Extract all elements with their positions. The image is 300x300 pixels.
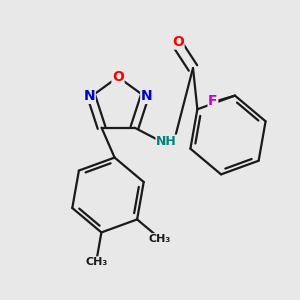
Text: CH₃: CH₃	[85, 257, 107, 267]
Text: F: F	[208, 94, 218, 108]
Text: O: O	[172, 35, 184, 49]
Text: N: N	[141, 89, 152, 103]
Text: O: O	[112, 70, 124, 84]
Text: NH: NH	[156, 135, 177, 148]
Text: N: N	[84, 89, 95, 103]
Text: CH₃: CH₃	[149, 234, 171, 244]
